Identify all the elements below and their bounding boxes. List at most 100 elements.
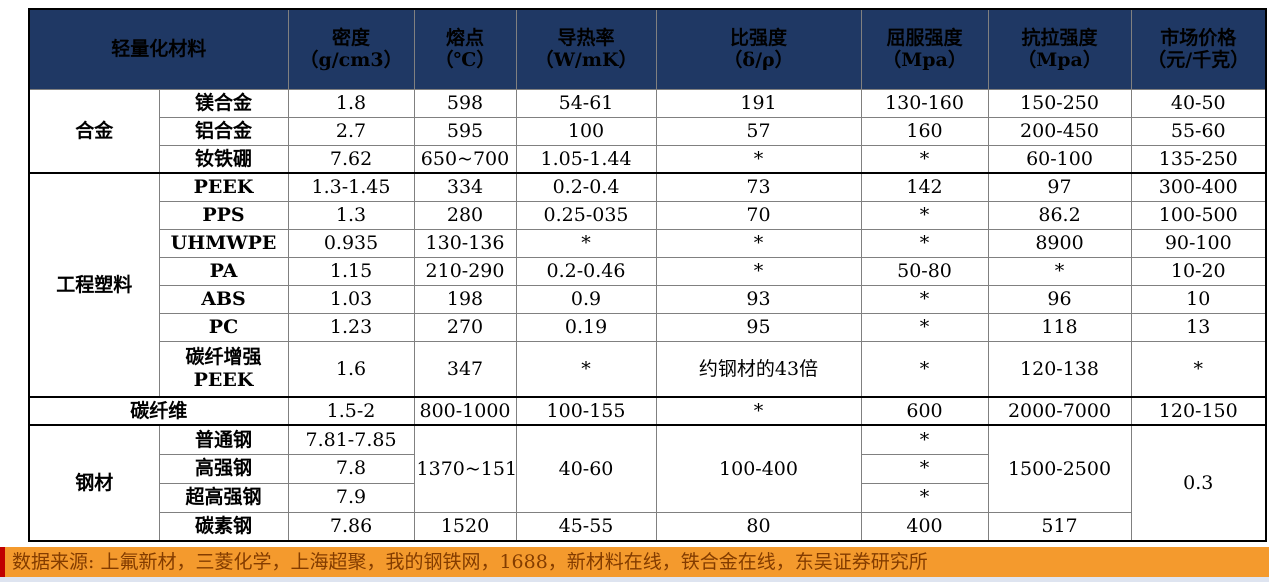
cell: *	[860, 228, 989, 258]
header-thermal-name: 导热率	[557, 26, 615, 49]
header-price: 市场价格 （元/千克）	[1130, 8, 1267, 90]
header-tensile-unit: （Mpa）	[1017, 49, 1102, 72]
cell: 7.62	[287, 144, 415, 174]
cell-steel-melting-merged: 1370~1515	[413, 424, 517, 513]
row-uhmwpe: UHMWPE 0.935 130-136 * * * 8900 90-100	[29, 228, 1267, 258]
cell: 50-80	[860, 256, 989, 286]
row-mg-alloy: 合金 镁合金 1.8 598 54-61 191 130-160 150-250…	[28, 88, 1267, 174]
cell: 1.03	[287, 284, 415, 314]
row-peek: 工程塑料 PEEK 1.3-1.45 334 0.2-0.4 73 142 97…	[28, 172, 1267, 398]
header-melting: 熔点 （℃）	[413, 8, 517, 90]
header-tensile-strength: 抗拉强度 （Mpa）	[987, 8, 1132, 90]
cell: 7.8	[287, 453, 415, 484]
material-name: PPS	[158, 200, 289, 230]
header-density-unit: （g/cm3）	[299, 49, 403, 72]
cell: 7.81-7.85	[287, 424, 415, 455]
row-ndfeb: 钕铁硼 7.62 650~700 1.05-1.44 * * 60-100 13…	[29, 144, 1267, 174]
cell: *	[860, 200, 989, 230]
material-name: 碳素钢	[158, 511, 289, 542]
cf-peek-name-line1: 碳纤增强	[185, 346, 262, 369]
header-specific-strength: 比强度 （δ/ρ）	[655, 8, 862, 90]
cell: 40-50	[1130, 88, 1267, 118]
cell: 8900	[987, 228, 1132, 258]
row-carbon-fiber: 碳纤维 1.5-2 800-1000 100-155 * 600 2000-70…	[28, 396, 1267, 426]
cell: 270	[413, 312, 517, 342]
material-carbon-fiber: 碳纤维	[28, 396, 289, 426]
cell: 0.19	[515, 312, 657, 342]
header-tensile-name: 抗拉强度	[1021, 26, 1098, 49]
material-name: 碳纤增强 PEEK	[158, 340, 289, 398]
row-high-strength-steel: 高强钢 7.8 *	[29, 453, 1266, 484]
cell: 1.6	[287, 340, 415, 398]
cell-steel-tensile-merged: 1500-2500	[987, 424, 1132, 513]
cell: 595	[413, 116, 517, 146]
cell: 135-250	[1130, 144, 1267, 174]
cell: *	[655, 396, 862, 426]
cell: 86.2	[987, 200, 1132, 230]
row-cf-peek: 碳纤增强 PEEK 1.6 347 * 约钢材的43倍 * 120-138 *	[29, 340, 1267, 398]
cell: 1.5-2	[287, 396, 415, 426]
cell: *	[860, 312, 989, 342]
material-name: 铝合金	[158, 116, 289, 146]
cell: 7.86	[287, 511, 415, 542]
row-pps: PPS 1.3 280 0.25-035 70 * 86.2 100-500	[29, 200, 1267, 230]
cell: 54-61	[515, 88, 657, 118]
cell: 13	[1130, 312, 1267, 342]
cell: 57	[655, 116, 862, 146]
cell: 73	[655, 172, 862, 202]
group-alloy: 合金	[28, 88, 160, 174]
row-pa: PA 1.15 210-290 0.2-0.46 * 50-80 * 10-20	[29, 256, 1267, 286]
cell: 100	[515, 116, 657, 146]
material-name: PEEK	[158, 172, 289, 202]
header-specific-name: 比强度	[730, 26, 788, 49]
cell: 300-400	[1130, 172, 1267, 202]
header-melting-name: 熔点	[446, 26, 485, 49]
data-source-bar: 数据来源: 上氟新材，三菱化学，上海超聚，我的钢铁网，1688，新材料在线，铁合…	[0, 547, 1269, 577]
cell: 400	[860, 511, 989, 542]
cell: 55-60	[1130, 116, 1267, 146]
cell: *	[860, 453, 989, 484]
cell: 191	[655, 88, 862, 118]
cell: *	[515, 340, 657, 398]
material-name: PC	[158, 312, 289, 342]
cell: 95	[655, 312, 862, 342]
cell: 2.7	[287, 116, 415, 146]
cell: 160	[860, 116, 989, 146]
header-specific-unit: （δ/ρ）	[723, 49, 794, 72]
cell: 1.3-1.45	[287, 172, 415, 202]
lightweight-materials-table: 轻量化材料 密度 （g/cm3） 熔点 （℃） 导热率 （W/mK） 比强度 （δ/ρ）…	[28, 8, 1268, 542]
cell: 334	[413, 172, 517, 202]
cell: 130-160	[860, 88, 989, 118]
header-material: 轻量化材料	[28, 8, 289, 90]
header-yield-strength: 屈服强度 （Mpa）	[860, 8, 989, 90]
row-abs: ABS 1.03 198 0.9 93 * 96 10	[29, 284, 1267, 314]
cell: 210-290	[413, 256, 517, 286]
cell: 118	[987, 312, 1132, 342]
header-melting-unit: （℃）	[434, 49, 496, 72]
cell: *	[860, 482, 989, 513]
header-thermal: 导热率 （W/mK）	[515, 8, 657, 90]
cell: *	[1130, 340, 1267, 398]
cell: *	[655, 228, 862, 258]
cell: *	[655, 144, 862, 174]
cell: 1.15	[287, 256, 415, 286]
cell: 2000-7000	[987, 396, 1132, 426]
cell: 120-138	[987, 340, 1132, 398]
cell: 70	[655, 200, 862, 230]
cell: 1.3	[287, 200, 415, 230]
material-name: PA	[158, 256, 289, 286]
cell: 150-250	[987, 88, 1132, 118]
cell: 142	[860, 172, 989, 202]
header-yield-unit: （Mpa）	[882, 49, 967, 72]
cell: 97	[987, 172, 1132, 202]
cell-steel-price-merged: 0.3	[1130, 424, 1267, 542]
cell-steel-thermal-merged: 40-60	[515, 424, 657, 513]
cell: 100-500	[1130, 200, 1267, 230]
cell: 80	[655, 511, 862, 542]
cell: 517	[987, 511, 1132, 542]
group-plastics: 工程塑料	[28, 172, 160, 398]
cell: 0.25-035	[515, 200, 657, 230]
data-source-text: 数据来源: 上氟新材，三菱化学，上海超聚，我的钢铁网，1688，新材料在线，铁合…	[12, 551, 928, 573]
cell: 120-150	[1130, 396, 1267, 426]
cell: 10	[1130, 284, 1267, 314]
